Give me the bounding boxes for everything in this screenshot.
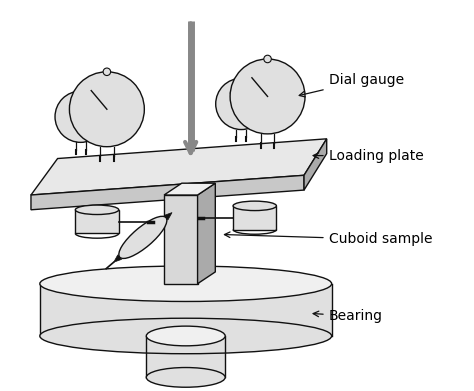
Circle shape [239, 76, 244, 81]
Circle shape [78, 88, 83, 94]
Polygon shape [164, 195, 198, 284]
Text: Cuboid sample: Cuboid sample [224, 232, 432, 246]
Polygon shape [164, 213, 172, 220]
Polygon shape [164, 183, 215, 195]
Ellipse shape [119, 216, 167, 258]
Ellipse shape [40, 266, 332, 301]
Ellipse shape [75, 205, 118, 215]
Circle shape [55, 91, 106, 142]
Text: Dial gauge: Dial gauge [299, 73, 404, 97]
Polygon shape [75, 210, 118, 233]
Ellipse shape [146, 326, 225, 346]
Ellipse shape [40, 318, 332, 354]
Circle shape [69, 72, 145, 147]
Polygon shape [31, 139, 327, 195]
Ellipse shape [146, 368, 225, 387]
Text: Bearing: Bearing [313, 309, 383, 323]
Polygon shape [304, 139, 327, 190]
Text: Loading plate: Loading plate [313, 149, 423, 163]
Polygon shape [146, 336, 225, 377]
Polygon shape [198, 183, 215, 284]
Circle shape [216, 78, 267, 129]
Polygon shape [233, 206, 276, 230]
Circle shape [103, 68, 110, 75]
Circle shape [264, 55, 271, 63]
Polygon shape [114, 255, 122, 262]
Ellipse shape [233, 201, 276, 211]
Polygon shape [40, 284, 332, 336]
Circle shape [230, 59, 305, 134]
Polygon shape [31, 175, 304, 210]
